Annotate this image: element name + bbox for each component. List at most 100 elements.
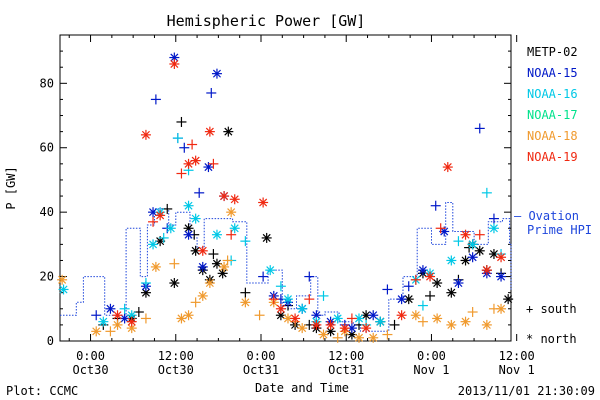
point-stroke bbox=[218, 269, 227, 278]
point-noaa-16-north bbox=[165, 223, 176, 234]
point-stroke bbox=[127, 317, 136, 326]
point-stroke bbox=[59, 285, 68, 294]
point-noaa-16-north bbox=[211, 229, 222, 240]
ovation-legend-line2: Prime HPI bbox=[527, 223, 592, 237]
point-metp-02-north bbox=[140, 287, 151, 298]
point-stroke bbox=[404, 295, 413, 304]
point-noaa-18-north bbox=[219, 261, 230, 272]
point-noaa-15-south bbox=[382, 284, 393, 295]
point-noaa-19-north bbox=[169, 58, 180, 69]
point-noaa-15-south bbox=[403, 281, 414, 292]
point-noaa-15-north bbox=[496, 271, 507, 282]
point-noaa-19-north bbox=[361, 323, 372, 334]
point-stroke bbox=[120, 314, 129, 323]
point-noaa-19-south bbox=[268, 294, 279, 305]
point-noaa-15-south bbox=[150, 94, 161, 105]
point-noaa-18-north bbox=[368, 332, 379, 343]
point-noaa-18-north bbox=[226, 207, 237, 218]
point-stroke bbox=[347, 324, 356, 333]
point-noaa-16-south bbox=[417, 300, 428, 311]
legend-entry-noaa-18: NOAA-18 bbox=[527, 129, 578, 143]
point-noaa-18-north bbox=[318, 329, 329, 340]
point-noaa-18-north bbox=[91, 326, 102, 337]
point-metp-02-north bbox=[261, 232, 272, 243]
point-stroke bbox=[227, 208, 236, 217]
point-noaa-19-north bbox=[425, 271, 436, 282]
point-stroke bbox=[362, 324, 371, 333]
point-noaa-18-north bbox=[460, 316, 471, 327]
x-tick-label-date: Oct31 bbox=[328, 363, 364, 377]
point-stroke bbox=[198, 291, 207, 300]
footer-timestamp: 2013/11/01 21:30:09 bbox=[458, 384, 595, 398]
point-noaa-16-south bbox=[140, 278, 151, 289]
point-stroke bbox=[497, 272, 506, 281]
point-noaa-18-north bbox=[197, 290, 208, 301]
point-stroke bbox=[170, 59, 179, 69]
point-noaa-19-south bbox=[226, 229, 237, 240]
point-stroke bbox=[354, 314, 364, 323]
legend-entry-noaa-16: NOAA-16 bbox=[527, 87, 578, 101]
x-tick-label-date: Oct31 bbox=[243, 363, 279, 377]
legend-entry-noaa-15: NOAA-15 bbox=[527, 66, 578, 80]
legend-entry-noaa-19: NOAA-19 bbox=[527, 150, 578, 164]
x-tick-label-time: 0:00 bbox=[76, 349, 105, 363]
point-noaa-19-north bbox=[325, 319, 336, 330]
point-noaa-19-south bbox=[187, 139, 198, 150]
point-stroke bbox=[191, 214, 200, 223]
point-noaa-15-south bbox=[304, 271, 315, 282]
point-metp-02-south bbox=[389, 319, 400, 330]
point-stroke bbox=[347, 330, 356, 339]
point-stroke bbox=[156, 237, 165, 246]
point-stroke bbox=[298, 324, 307, 333]
point-stroke bbox=[443, 163, 452, 172]
point-noaa-19-north bbox=[126, 316, 137, 327]
point-noaa-18-south bbox=[467, 307, 478, 318]
point-stroke bbox=[276, 311, 285, 320]
point-stroke bbox=[354, 333, 364, 342]
point-stroke bbox=[149, 240, 158, 249]
plot-frame bbox=[59, 34, 512, 342]
point-noaa-15-north bbox=[453, 278, 464, 289]
point-stroke bbox=[212, 259, 221, 268]
point-stroke bbox=[497, 253, 506, 262]
point-noaa-18-north bbox=[126, 323, 137, 334]
x-tick-label-time: 0:00 bbox=[417, 349, 446, 363]
point-noaa-15-north bbox=[211, 68, 222, 79]
point-noaa-16-north bbox=[297, 303, 308, 314]
point-noaa-15-north bbox=[467, 252, 478, 263]
point-noaa-15-north bbox=[396, 294, 407, 305]
point-stroke bbox=[418, 266, 427, 275]
point-stroke bbox=[220, 262, 229, 271]
point-stroke bbox=[326, 327, 335, 336]
point-noaa-15-south bbox=[488, 213, 499, 224]
point-noaa-16-north bbox=[190, 213, 201, 224]
point-metp-02-north bbox=[169, 278, 180, 289]
x-tick-label-time: 12:00 bbox=[328, 349, 364, 363]
point-noaa-16-south bbox=[172, 133, 183, 144]
point-noaa-16-south bbox=[481, 187, 492, 198]
point-noaa-15-south bbox=[430, 200, 441, 211]
legend-north-symbol: * north bbox=[526, 332, 577, 346]
point-stroke bbox=[205, 278, 214, 288]
point-stroke bbox=[369, 311, 378, 320]
point-stroke bbox=[191, 156, 200, 165]
y-axis: 0 20 40 60 80 bbox=[40, 50, 511, 348]
point-noaa-18-north bbox=[354, 332, 365, 343]
point-stroke bbox=[326, 320, 335, 329]
x-tick-label-date: Oct30 bbox=[158, 363, 194, 377]
point-stroke bbox=[99, 317, 108, 326]
point-stroke bbox=[184, 224, 193, 233]
x-tick-label-time: 12:00 bbox=[499, 349, 535, 363]
point-stroke bbox=[461, 256, 470, 265]
point-metp-02-north bbox=[432, 278, 443, 289]
point-stroke bbox=[262, 233, 271, 242]
point-stroke bbox=[212, 230, 221, 239]
point-stroke bbox=[92, 327, 101, 336]
x-tick-label-date: Nov 1 bbox=[413, 363, 449, 377]
point-noaa-19-south bbox=[410, 274, 421, 285]
point-noaa-16-north bbox=[229, 223, 240, 234]
y-tick-label: 20 bbox=[40, 270, 54, 284]
point-noaa-19-north bbox=[339, 323, 350, 334]
point-stroke bbox=[127, 311, 136, 320]
point-noaa-16-south bbox=[275, 281, 286, 292]
